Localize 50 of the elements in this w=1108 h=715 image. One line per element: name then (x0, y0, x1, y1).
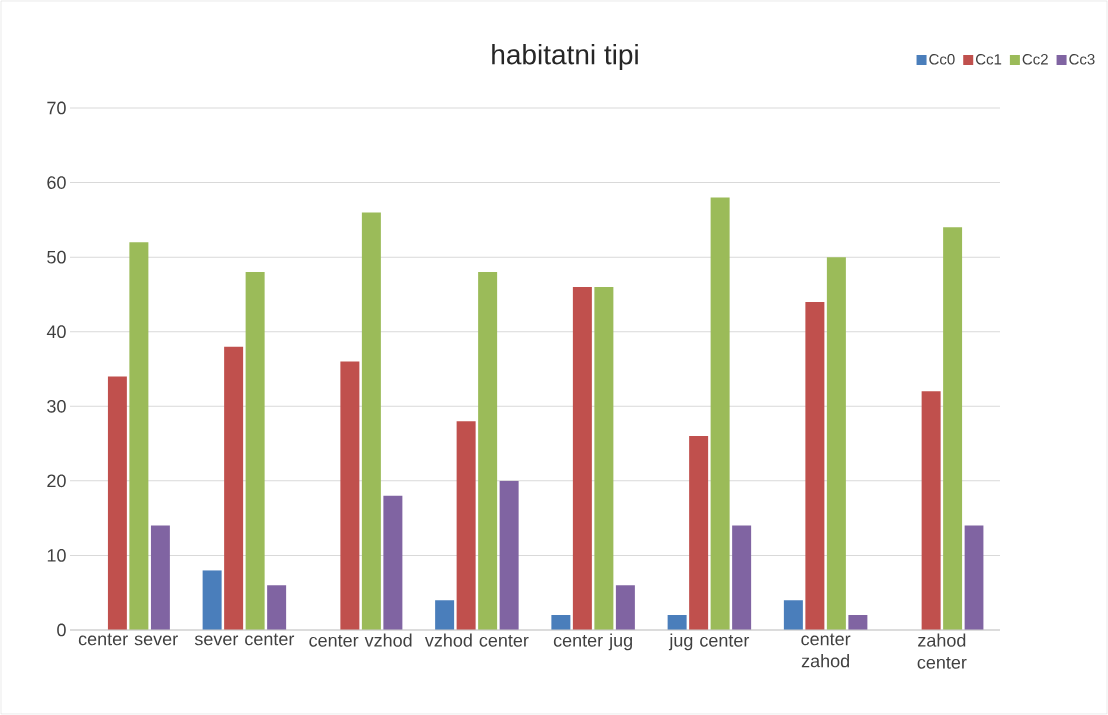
bar (361, 212, 381, 630)
bar (826, 257, 846, 630)
bar (805, 301, 825, 630)
y-tick-label: 0 (57, 623, 66, 637)
bar (848, 615, 868, 630)
y-tick-label: 50 (47, 250, 66, 264)
bar (435, 600, 455, 630)
bar (921, 391, 941, 630)
bar (499, 480, 519, 630)
bar (478, 272, 498, 630)
y-tick-label: 20 (47, 474, 66, 488)
bar (732, 525, 752, 630)
bar (943, 227, 963, 630)
x-tick-label: jug center (668, 633, 750, 651)
chart-title: habitatni tipi (492, 43, 638, 71)
bar (710, 197, 730, 630)
bar (202, 570, 222, 630)
bar (224, 346, 244, 630)
bar (783, 600, 803, 630)
x-tick-label: center zahod (801, 633, 851, 668)
bar (551, 615, 571, 630)
x-tick-label: sever center (194, 633, 295, 646)
bar (572, 286, 592, 630)
y-tick-label: 10 (47, 549, 66, 562)
bar (107, 376, 127, 630)
bar (667, 615, 687, 630)
x-tick-label: vzhod center (424, 633, 529, 647)
legend-label: Cc0 (929, 53, 955, 65)
y-tick-label: 60 (47, 176, 66, 189)
bar (245, 272, 265, 630)
bar (456, 421, 476, 630)
y-tick-label: 70 (47, 101, 66, 115)
bar (129, 242, 149, 630)
bar (383, 495, 403, 630)
x-tick-label: zahod center (917, 633, 967, 669)
y-tick-label: 40 (46, 325, 66, 339)
x-tick-label: center vzhod (309, 633, 412, 647)
y-tick-label: 30 (47, 399, 66, 413)
bar (615, 585, 635, 630)
bar (964, 525, 984, 630)
bar (150, 525, 170, 630)
legend-label: Cc3 (1069, 53, 1095, 65)
bar (594, 286, 614, 630)
legend-label: Cc2 (1022, 53, 1048, 65)
bar (689, 436, 709, 630)
x-tick-label: center sever (78, 633, 178, 646)
bar (340, 361, 360, 630)
legend-label: Cc1 (975, 53, 1002, 65)
x-tick-label: center jug (553, 633, 632, 651)
bar (267, 585, 287, 630)
